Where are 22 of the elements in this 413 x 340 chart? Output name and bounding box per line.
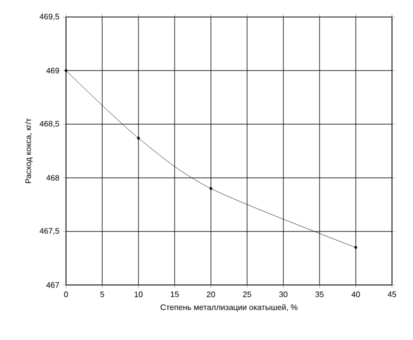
- x-tick-label: 35: [315, 292, 324, 298]
- x-tick-label: 45: [388, 292, 396, 298]
- point: [64, 68, 68, 73]
- point: [209, 186, 212, 191]
- y-tick-label: 469,5: [40, 14, 60, 20]
- x-tick-label: 20: [206, 292, 216, 298]
- y-tick-label: 467: [46, 282, 60, 288]
- x-tick-label: 25: [243, 292, 252, 298]
- x-tick-label: 40: [352, 292, 360, 298]
- y-axis-title: Расход кокса, кг/т: [25, 118, 33, 184]
- x-tick-label: 0: [64, 292, 68, 298]
- x-tick-label: 5: [100, 292, 104, 298]
- y-tick-label: 468,5: [40, 120, 60, 128]
- point: [354, 245, 358, 250]
- x-axis-title: Степень металлизации окатышей, %: [160, 304, 298, 312]
- point: [136, 136, 140, 140]
- x-tick-label: 30: [279, 292, 288, 298]
- y-tick-label: 469: [46, 68, 60, 74]
- y-tick-label: 467,5: [40, 228, 60, 235]
- x-tick-label: 15: [170, 292, 179, 298]
- x-tick-label: 10: [134, 292, 143, 298]
- y-tick-label: 468: [46, 174, 60, 181]
